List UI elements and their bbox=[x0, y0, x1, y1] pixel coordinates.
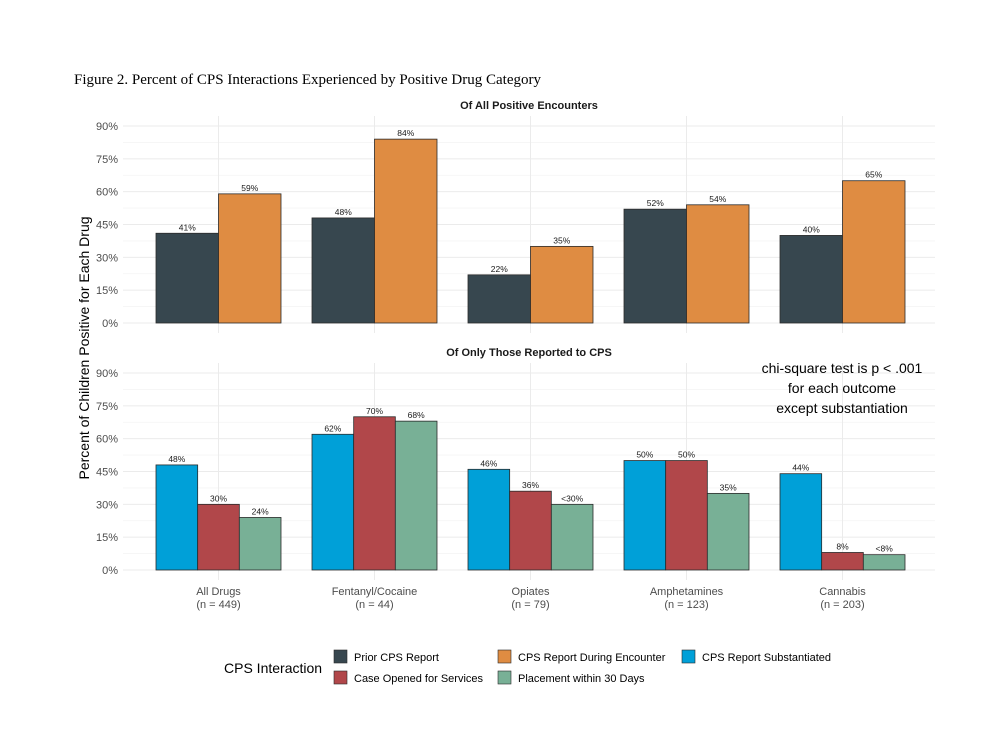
bar-value-label: 44% bbox=[792, 463, 809, 473]
y-tick-label: 90% bbox=[96, 121, 118, 133]
y-tick-label: 0% bbox=[102, 565, 118, 577]
bar bbox=[509, 490, 552, 571]
y-tick-label: 15% bbox=[96, 532, 118, 544]
bar-value-label: 48% bbox=[335, 207, 352, 217]
x-tick-n-label: (n = 44) bbox=[355, 599, 393, 611]
x-tick-n-label: (n = 449) bbox=[196, 599, 240, 611]
bar-value-label: 70% bbox=[366, 406, 383, 416]
panel-title: Of Only Those Reported to CPS bbox=[446, 347, 612, 359]
bar bbox=[842, 180, 906, 324]
bar-value-label: 35% bbox=[720, 482, 737, 492]
bar-value-label: 65% bbox=[865, 170, 882, 180]
legend-swatch bbox=[681, 649, 696, 664]
figure-title: Figure 2. Percent of CPS Interactions Ex… bbox=[74, 72, 541, 88]
bar bbox=[779, 235, 843, 324]
bar-value-label: 35% bbox=[553, 235, 570, 245]
annotation-line: for each outcome bbox=[788, 380, 896, 396]
bar bbox=[623, 208, 687, 324]
x-tick-n-label: (n = 79) bbox=[511, 599, 549, 611]
y-tick-label: 60% bbox=[96, 434, 118, 446]
bar bbox=[467, 468, 511, 571]
y-tick-label: 0% bbox=[102, 318, 118, 330]
x-tick-label: Opiates bbox=[512, 586, 550, 598]
legend-label: Prior CPS Report bbox=[354, 652, 439, 664]
bar-value-label: 24% bbox=[252, 506, 269, 516]
y-axis-label: Percent of Children Positive for Each Dr… bbox=[76, 216, 92, 479]
legend-swatch bbox=[333, 670, 348, 685]
bar bbox=[467, 274, 531, 324]
bar bbox=[623, 460, 667, 571]
annotation-line: except substantiation bbox=[776, 400, 908, 416]
legend-swatch bbox=[497, 649, 512, 664]
bar bbox=[706, 492, 750, 571]
bar-value-label: 59% bbox=[241, 183, 258, 193]
bar bbox=[862, 554, 906, 571]
bar-value-label: 50% bbox=[678, 450, 695, 460]
bar-value-label: 62% bbox=[324, 423, 341, 433]
bar-value-label: <8% bbox=[876, 544, 894, 554]
bar bbox=[779, 473, 823, 571]
y-tick-label: 60% bbox=[96, 187, 118, 199]
bar bbox=[238, 517, 282, 571]
bar-value-label: 30% bbox=[210, 493, 227, 503]
bar bbox=[218, 193, 282, 324]
legend-label: Case Opened for Services bbox=[354, 673, 484, 685]
x-tick-label: Fentanyl/Cocaine bbox=[332, 586, 418, 598]
legend-swatch bbox=[333, 649, 348, 664]
bar bbox=[686, 204, 750, 324]
bar-value-label: 48% bbox=[168, 454, 185, 464]
legend-label: CPS Report Substantiated bbox=[702, 652, 831, 664]
y-tick-label: 45% bbox=[96, 220, 118, 232]
x-tick-label: All Drugs bbox=[196, 586, 241, 598]
y-tick-label: 90% bbox=[96, 368, 118, 380]
bar bbox=[353, 416, 396, 571]
annotation-line: chi-square test is p < .001 bbox=[762, 360, 923, 376]
bar bbox=[530, 245, 594, 324]
x-tick-n-label: (n = 123) bbox=[664, 599, 708, 611]
x-tick-label: Amphetamines bbox=[650, 586, 724, 598]
bar bbox=[665, 460, 708, 571]
y-tick-label: 30% bbox=[96, 252, 118, 264]
x-tick-n-label: (n = 203) bbox=[820, 599, 864, 611]
legend-label: CPS Report During Encounter bbox=[518, 652, 666, 664]
bar-value-label: 68% bbox=[408, 410, 425, 420]
bar-value-label: 50% bbox=[636, 450, 653, 460]
bar bbox=[550, 503, 594, 571]
bar bbox=[311, 433, 355, 571]
bar-value-label: 84% bbox=[397, 128, 414, 138]
y-tick-label: 30% bbox=[96, 499, 118, 511]
bar-value-label: 52% bbox=[647, 198, 664, 208]
bar-value-label: 54% bbox=[709, 194, 726, 204]
y-tick-label: 75% bbox=[96, 154, 118, 166]
bar bbox=[821, 552, 864, 571]
bar bbox=[311, 217, 375, 324]
panel-title: Of All Positive Encounters bbox=[460, 100, 598, 112]
bar-value-label: 36% bbox=[522, 480, 539, 490]
bar bbox=[374, 138, 438, 324]
bar-value-label: 40% bbox=[803, 224, 820, 234]
bar bbox=[155, 232, 219, 324]
legend-label: Placement within 30 Days bbox=[518, 673, 645, 685]
y-tick-label: 75% bbox=[96, 401, 118, 413]
legend-swatch bbox=[497, 670, 512, 685]
bar-value-label: <30% bbox=[561, 493, 583, 503]
bar bbox=[394, 420, 438, 571]
legend-title: CPS Interaction bbox=[224, 660, 322, 676]
bar bbox=[155, 464, 199, 571]
y-tick-label: 15% bbox=[96, 285, 118, 297]
y-tick-label: 45% bbox=[96, 467, 118, 479]
x-tick-label: Cannabis bbox=[819, 586, 866, 598]
bar-value-label: 46% bbox=[480, 458, 497, 468]
bar-value-label: 22% bbox=[491, 264, 508, 274]
bar-value-label: 8% bbox=[836, 541, 849, 551]
bar-value-label: 41% bbox=[179, 222, 196, 232]
bar bbox=[197, 503, 240, 571]
